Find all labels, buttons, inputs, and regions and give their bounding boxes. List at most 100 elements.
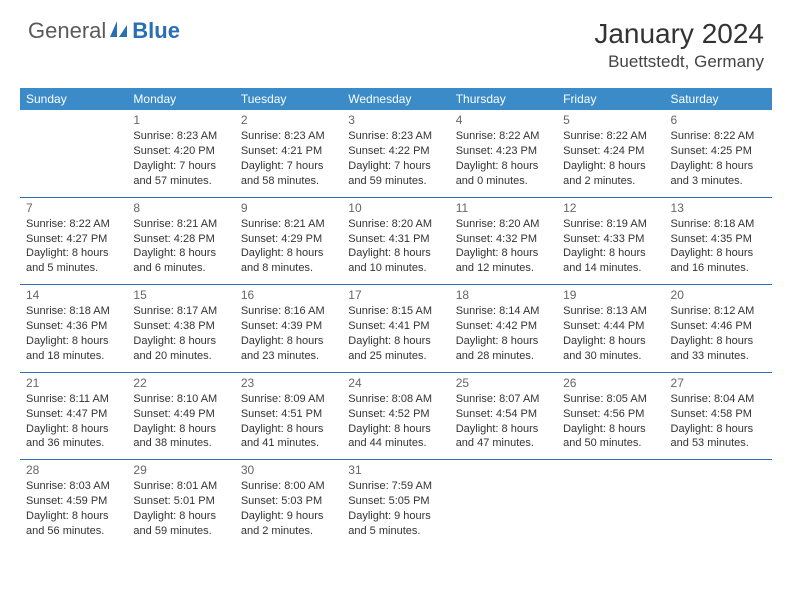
sunset-text: Sunset: 4:59 PM — [26, 494, 121, 509]
sunrise-text: Sunrise: 8:20 AM — [456, 217, 551, 232]
calendar-week-row: 28Sunrise: 8:03 AMSunset: 4:59 PMDayligh… — [20, 460, 772, 547]
sunset-text: Sunset: 4:41 PM — [348, 319, 443, 334]
month-title: January 2024 — [594, 18, 764, 50]
calendar-week-row: 14Sunrise: 8:18 AMSunset: 4:36 PMDayligh… — [20, 285, 772, 373]
sunrise-text: Sunrise: 8:18 AM — [26, 304, 121, 319]
sunrise-text: Sunrise: 8:12 AM — [671, 304, 766, 319]
sunrise-text: Sunrise: 8:22 AM — [26, 217, 121, 232]
daylight-text: Daylight: 8 hours and 38 minutes. — [133, 422, 228, 452]
daylight-text: Daylight: 8 hours and 47 minutes. — [456, 422, 551, 452]
sunrise-text: Sunrise: 8:19 AM — [563, 217, 658, 232]
weekday-header: Wednesday — [342, 88, 449, 110]
sunset-text: Sunset: 4:56 PM — [563, 407, 658, 422]
day-number: 22 — [133, 375, 228, 391]
calendar-day-cell: 12Sunrise: 8:19 AMSunset: 4:33 PMDayligh… — [557, 197, 664, 285]
daylight-text: Daylight: 7 hours and 59 minutes. — [348, 159, 443, 189]
sunset-text: Sunset: 4:25 PM — [671, 144, 766, 159]
calendar-day-cell — [665, 460, 772, 547]
calendar-day-cell: 8Sunrise: 8:21 AMSunset: 4:28 PMDaylight… — [127, 197, 234, 285]
calendar-day-cell: 6Sunrise: 8:22 AMSunset: 4:25 PMDaylight… — [665, 110, 772, 197]
calendar-body: 1Sunrise: 8:23 AMSunset: 4:20 PMDaylight… — [20, 110, 772, 547]
calendar-day-cell: 7Sunrise: 8:22 AMSunset: 4:27 PMDaylight… — [20, 197, 127, 285]
sunrise-text: Sunrise: 8:04 AM — [671, 392, 766, 407]
calendar-day-cell — [450, 460, 557, 547]
sunset-text: Sunset: 4:31 PM — [348, 232, 443, 247]
calendar-day-cell: 11Sunrise: 8:20 AMSunset: 4:32 PMDayligh… — [450, 197, 557, 285]
sunrise-text: Sunrise: 8:01 AM — [133, 479, 228, 494]
calendar-day-cell: 30Sunrise: 8:00 AMSunset: 5:03 PMDayligh… — [235, 460, 342, 547]
calendar-day-cell — [557, 460, 664, 547]
day-number: 1 — [133, 112, 228, 128]
day-number: 20 — [671, 287, 766, 303]
sunrise-text: Sunrise: 8:18 AM — [671, 217, 766, 232]
sunset-text: Sunset: 4:52 PM — [348, 407, 443, 422]
calendar-day-cell: 23Sunrise: 8:09 AMSunset: 4:51 PMDayligh… — [235, 372, 342, 460]
daylight-text: Daylight: 8 hours and 36 minutes. — [26, 422, 121, 452]
day-number: 11 — [456, 200, 551, 216]
day-number: 24 — [348, 375, 443, 391]
calendar-day-cell: 16Sunrise: 8:16 AMSunset: 4:39 PMDayligh… — [235, 285, 342, 373]
sunset-text: Sunset: 4:51 PM — [241, 407, 336, 422]
daylight-text: Daylight: 8 hours and 6 minutes. — [133, 246, 228, 276]
sunrise-text: Sunrise: 8:00 AM — [241, 479, 336, 494]
calendar-day-cell: 1Sunrise: 8:23 AMSunset: 4:20 PMDaylight… — [127, 110, 234, 197]
day-number: 2 — [241, 112, 336, 128]
calendar-day-cell: 27Sunrise: 8:04 AMSunset: 4:58 PMDayligh… — [665, 372, 772, 460]
weekday-header: Tuesday — [235, 88, 342, 110]
daylight-text: Daylight: 8 hours and 5 minutes. — [26, 246, 121, 276]
sunrise-text: Sunrise: 8:20 AM — [348, 217, 443, 232]
day-number: 16 — [241, 287, 336, 303]
weekday-header: Friday — [557, 88, 664, 110]
sunset-text: Sunset: 4:46 PM — [671, 319, 766, 334]
brand-text-blue: Blue — [132, 18, 180, 44]
brand-logo: General Blue — [28, 18, 180, 44]
sunset-text: Sunset: 4:33 PM — [563, 232, 658, 247]
calendar-day-cell: 31Sunrise: 7:59 AMSunset: 5:05 PMDayligh… — [342, 460, 449, 547]
day-number: 7 — [26, 200, 121, 216]
sunrise-text: Sunrise: 8:14 AM — [456, 304, 551, 319]
calendar-day-cell: 5Sunrise: 8:22 AMSunset: 4:24 PMDaylight… — [557, 110, 664, 197]
daylight-text: Daylight: 8 hours and 0 minutes. — [456, 159, 551, 189]
daylight-text: Daylight: 8 hours and 3 minutes. — [671, 159, 766, 189]
sunrise-text: Sunrise: 8:03 AM — [26, 479, 121, 494]
day-number: 23 — [241, 375, 336, 391]
sunset-text: Sunset: 4:23 PM — [456, 144, 551, 159]
weekday-header: Saturday — [665, 88, 772, 110]
sunset-text: Sunset: 4:35 PM — [671, 232, 766, 247]
sunset-text: Sunset: 5:05 PM — [348, 494, 443, 509]
day-number: 5 — [563, 112, 658, 128]
sunset-text: Sunset: 4:36 PM — [26, 319, 121, 334]
calendar-day-cell: 26Sunrise: 8:05 AMSunset: 4:56 PMDayligh… — [557, 372, 664, 460]
daylight-text: Daylight: 8 hours and 30 minutes. — [563, 334, 658, 364]
calendar-day-cell: 4Sunrise: 8:22 AMSunset: 4:23 PMDaylight… — [450, 110, 557, 197]
day-number: 18 — [456, 287, 551, 303]
sunrise-text: Sunrise: 8:05 AM — [563, 392, 658, 407]
sunset-text: Sunset: 5:01 PM — [133, 494, 228, 509]
calendar-day-cell: 18Sunrise: 8:14 AMSunset: 4:42 PMDayligh… — [450, 285, 557, 373]
calendar-day-cell: 3Sunrise: 8:23 AMSunset: 4:22 PMDaylight… — [342, 110, 449, 197]
day-number: 30 — [241, 462, 336, 478]
day-number: 6 — [671, 112, 766, 128]
brand-text-general: General — [28, 18, 106, 44]
sunrise-text: Sunrise: 8:15 AM — [348, 304, 443, 319]
sunset-text: Sunset: 4:47 PM — [26, 407, 121, 422]
sunset-text: Sunset: 4:22 PM — [348, 144, 443, 159]
sunset-text: Sunset: 4:58 PM — [671, 407, 766, 422]
daylight-text: Daylight: 7 hours and 57 minutes. — [133, 159, 228, 189]
calendar-day-cell: 25Sunrise: 8:07 AMSunset: 4:54 PMDayligh… — [450, 372, 557, 460]
calendar-day-cell: 28Sunrise: 8:03 AMSunset: 4:59 PMDayligh… — [20, 460, 127, 547]
sunset-text: Sunset: 5:03 PM — [241, 494, 336, 509]
sunset-text: Sunset: 4:39 PM — [241, 319, 336, 334]
sunset-text: Sunset: 4:42 PM — [456, 319, 551, 334]
sunrise-text: Sunrise: 8:08 AM — [348, 392, 443, 407]
sunset-text: Sunset: 4:20 PM — [133, 144, 228, 159]
calendar-day-cell: 19Sunrise: 8:13 AMSunset: 4:44 PMDayligh… — [557, 285, 664, 373]
calendar-table: Sunday Monday Tuesday Wednesday Thursday… — [20, 88, 772, 547]
daylight-text: Daylight: 8 hours and 28 minutes. — [456, 334, 551, 364]
day-number: 31 — [348, 462, 443, 478]
calendar-header-row: Sunday Monday Tuesday Wednesday Thursday… — [20, 88, 772, 110]
sunset-text: Sunset: 4:44 PM — [563, 319, 658, 334]
calendar-day-cell: 13Sunrise: 8:18 AMSunset: 4:35 PMDayligh… — [665, 197, 772, 285]
daylight-text: Daylight: 8 hours and 8 minutes. — [241, 246, 336, 276]
sunrise-text: Sunrise: 8:16 AM — [241, 304, 336, 319]
